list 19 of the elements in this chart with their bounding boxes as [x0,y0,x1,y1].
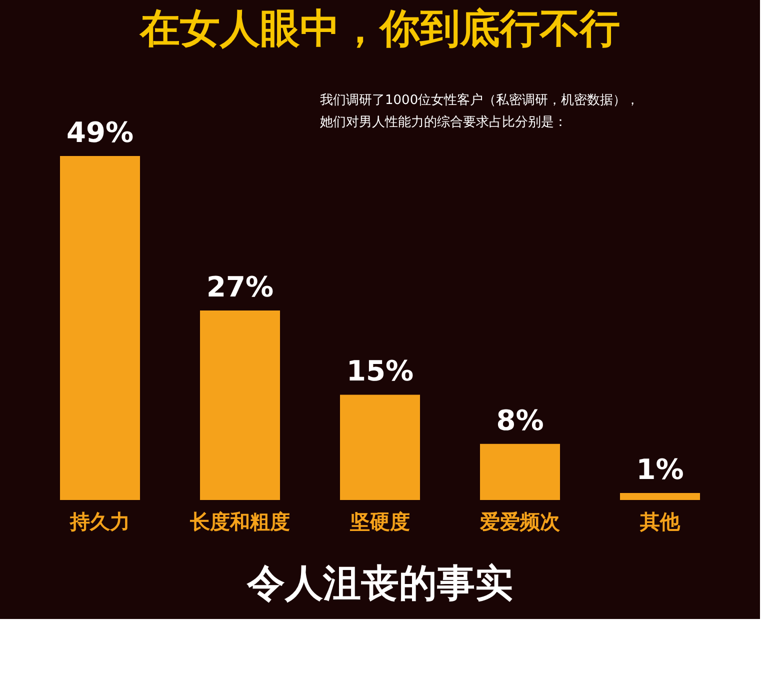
text: 她们对男人性能力的综合要求占比分别是： [320,115,567,130]
chart-title: 在女人眼中，你到底行不行 [139,6,620,52]
x-tick-label: 坚硬度 [349,510,410,534]
data-label: 15% [346,354,414,388]
bar [620,492,700,500]
x-tick-label: 持久力 [69,510,130,534]
text: 令人沮丧的事实 [246,561,513,605]
bar [200,310,280,500]
data-label: 49% [66,116,134,149]
data-label: 1% [636,452,684,486]
x-tick-label: 其他 [639,510,681,534]
data-label: 8% [496,404,544,437]
data-label: 27% [206,270,274,304]
bar [340,394,420,500]
bar [480,444,560,500]
bar [60,156,140,500]
x-tick-label: 长度和粗度 [189,510,290,534]
text: 我们调研了1000位女性客户（私密调研，机密数据）， [320,92,640,108]
x-tick-label: 爱爱频次 [479,510,561,534]
